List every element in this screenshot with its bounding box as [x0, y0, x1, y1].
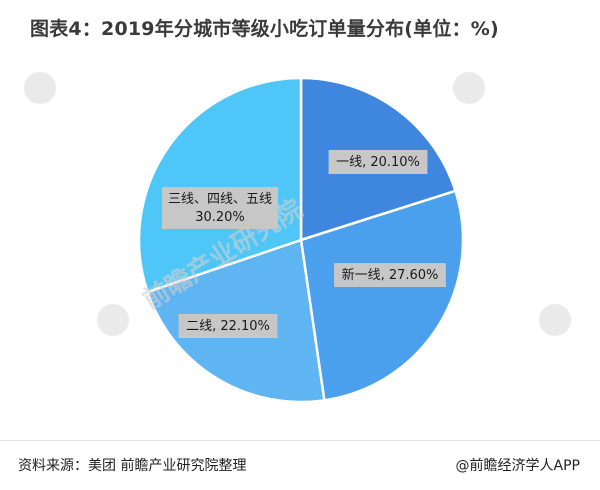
watermark-logo-icon: [453, 72, 485, 104]
slice-label-4: 三线、四线、五线: [168, 192, 272, 207]
watermark-logo-icon: [97, 304, 129, 336]
brand-credit: @前瞻经济学人APP: [455, 458, 580, 474]
chart-title: 图表4：2019年分城市等级小吃订单量分布(单位：%): [30, 18, 499, 40]
slice-label-2: 新一线, 27.60%: [342, 267, 439, 283]
slice-label-box-2: [334, 263, 446, 287]
slice-label-1: 一线, 20.10%: [336, 155, 420, 170]
watermark-logo-icon: [24, 72, 56, 104]
footer-divider: [0, 440, 600, 441]
slice-label-3: 二线, 22.10%: [186, 319, 270, 334]
watermark-layer: [24, 72, 571, 336]
slice-label-4: 30.20%: [195, 210, 245, 225]
slice-label-box-4: [162, 187, 278, 229]
pie-slices: [137, 76, 465, 404]
slice-label-box-1: [328, 150, 428, 174]
pie-slice-2: [299, 189, 465, 402]
slice-labels: 一线, 20.10% 新一线, 27.60% 二线, 22.10% 三线、四线、五线 3…: [162, 150, 446, 338]
pie-slice-4: [137, 76, 303, 294]
slice-label-box-3: [178, 314, 278, 338]
source-note: 资料来源：美团 前瞻产业研究院整理: [18, 458, 247, 474]
watermark-logo-icon: [539, 304, 571, 336]
